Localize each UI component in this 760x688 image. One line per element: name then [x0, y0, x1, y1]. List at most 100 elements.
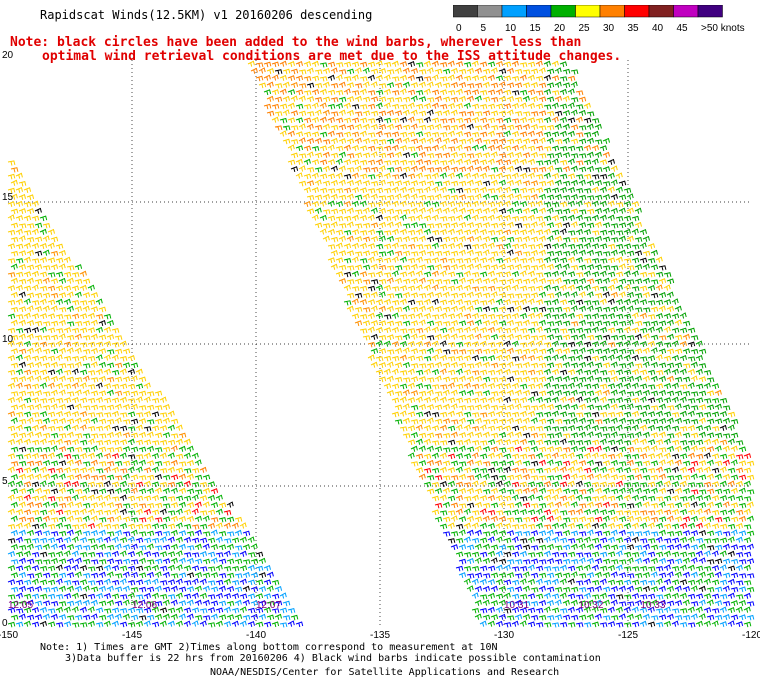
wind-barb: [490, 291, 498, 298]
wind-barb: [431, 159, 440, 166]
wind-barb: [522, 614, 531, 620]
wind-barb: [378, 278, 387, 285]
wind-barb: [466, 291, 474, 298]
wind-barb: [498, 279, 507, 285]
wind-barb: [103, 368, 111, 375]
wind-barb: [90, 319, 98, 326]
wind-barb: [47, 552, 56, 558]
wind-barb: [730, 558, 739, 565]
wind-barb: [639, 550, 647, 557]
wind-barb: [7, 313, 16, 320]
footer-note-line1: Note: 1) Times are GMT 2)Times along bot…: [40, 642, 498, 653]
wind-barb: [503, 523, 512, 530]
wind-barb: [719, 495, 728, 502]
wind-barb: [711, 579, 720, 586]
wind-barb: [431, 284, 439, 291]
wind-barb: [130, 543, 138, 550]
wind-barb: [370, 279, 379, 285]
wind-barb: [290, 125, 299, 131]
wind-barb: [319, 187, 328, 194]
wind-barb: [442, 475, 451, 481]
wind-barb: [39, 341, 48, 348]
wind-barb: [330, 250, 338, 256]
wind-barb: [546, 292, 555, 299]
wind-barb: [599, 607, 608, 614]
wind-barb: [15, 536, 23, 543]
wind-barb: [546, 165, 554, 172]
wind-barb: [138, 517, 147, 523]
wind-barb: [450, 488, 459, 495]
wind-barb: [599, 314, 608, 320]
wind-barb: [471, 172, 479, 179]
wind-barb: [162, 613, 170, 620]
wind-barb: [74, 502, 83, 508]
wind-barb: [466, 502, 475, 509]
wind-barb: [346, 292, 355, 299]
wind-barb: [311, 187, 319, 193]
wind-barb: [599, 258, 608, 264]
wind-barb: [242, 559, 251, 565]
wind-barb: [31, 481, 40, 488]
wind-barb: [95, 452, 103, 459]
wind-barb: [554, 110, 563, 117]
wind-barb: [330, 263, 338, 270]
wind-barb: [623, 411, 632, 418]
wind-barb: [511, 75, 520, 82]
wind-barb: [370, 138, 379, 145]
wind-barb: [682, 445, 690, 452]
wind-barb: [495, 103, 504, 110]
wind-barb: [455, 187, 464, 194]
wind-barb: [490, 151, 498, 158]
wind-barb: [183, 509, 192, 516]
wind-barb: [578, 153, 587, 159]
wind-barb: [23, 453, 32, 460]
wind-barb: [594, 167, 603, 173]
wind-barb: [559, 201, 568, 208]
wind-barb: [82, 545, 91, 551]
wind-barb: [722, 473, 730, 480]
wind-barb: [618, 291, 626, 298]
wind-barb: [455, 229, 464, 235]
wind-barb: [63, 606, 71, 613]
wind-barb: [583, 341, 592, 348]
wind-barb: [567, 75, 576, 82]
wind-barb: [31, 383, 40, 390]
wind-barb: [143, 565, 152, 572]
wind-barb: [626, 235, 634, 242]
wind-barb: [367, 132, 376, 138]
wind-barb: [463, 214, 471, 221]
wind-barb: [26, 501, 34, 508]
wind-barb: [207, 522, 215, 529]
wind-barb: [106, 389, 114, 396]
wind-barb: [31, 466, 39, 473]
wind-barb: [423, 174, 432, 180]
wind-barb: [746, 573, 755, 579]
wind-barb: [367, 299, 376, 306]
wind-barb: [271, 103, 280, 110]
wind-barb: [639, 620, 647, 627]
wind-barb: [10, 291, 18, 298]
wind-barb: [450, 138, 458, 144]
wind-barb: [639, 467, 648, 474]
wind-barb: [370, 305, 378, 312]
wind-barb: [343, 284, 351, 291]
wind-barb: [130, 502, 139, 509]
wind-barb: [658, 403, 666, 410]
wind-barb: [711, 509, 720, 516]
wind-barb: [79, 481, 88, 488]
wind-barb: [162, 530, 171, 537]
wind-barb: [634, 501, 642, 508]
wind-barb: [242, 599, 250, 606]
wind-barb: [479, 467, 488, 474]
wind-barb: [647, 593, 656, 600]
wind-barb: [10, 474, 18, 480]
wind-barb: [423, 341, 432, 348]
wind-barb: [346, 109, 354, 116]
wind-barb: [170, 487, 178, 494]
wind-barb: [330, 97, 339, 103]
wind-barb: [610, 474, 619, 481]
wind-barb: [658, 418, 667, 424]
wind-barb: [495, 522, 503, 529]
wind-barb: [15, 438, 23, 445]
wind-barb: [122, 558, 131, 565]
